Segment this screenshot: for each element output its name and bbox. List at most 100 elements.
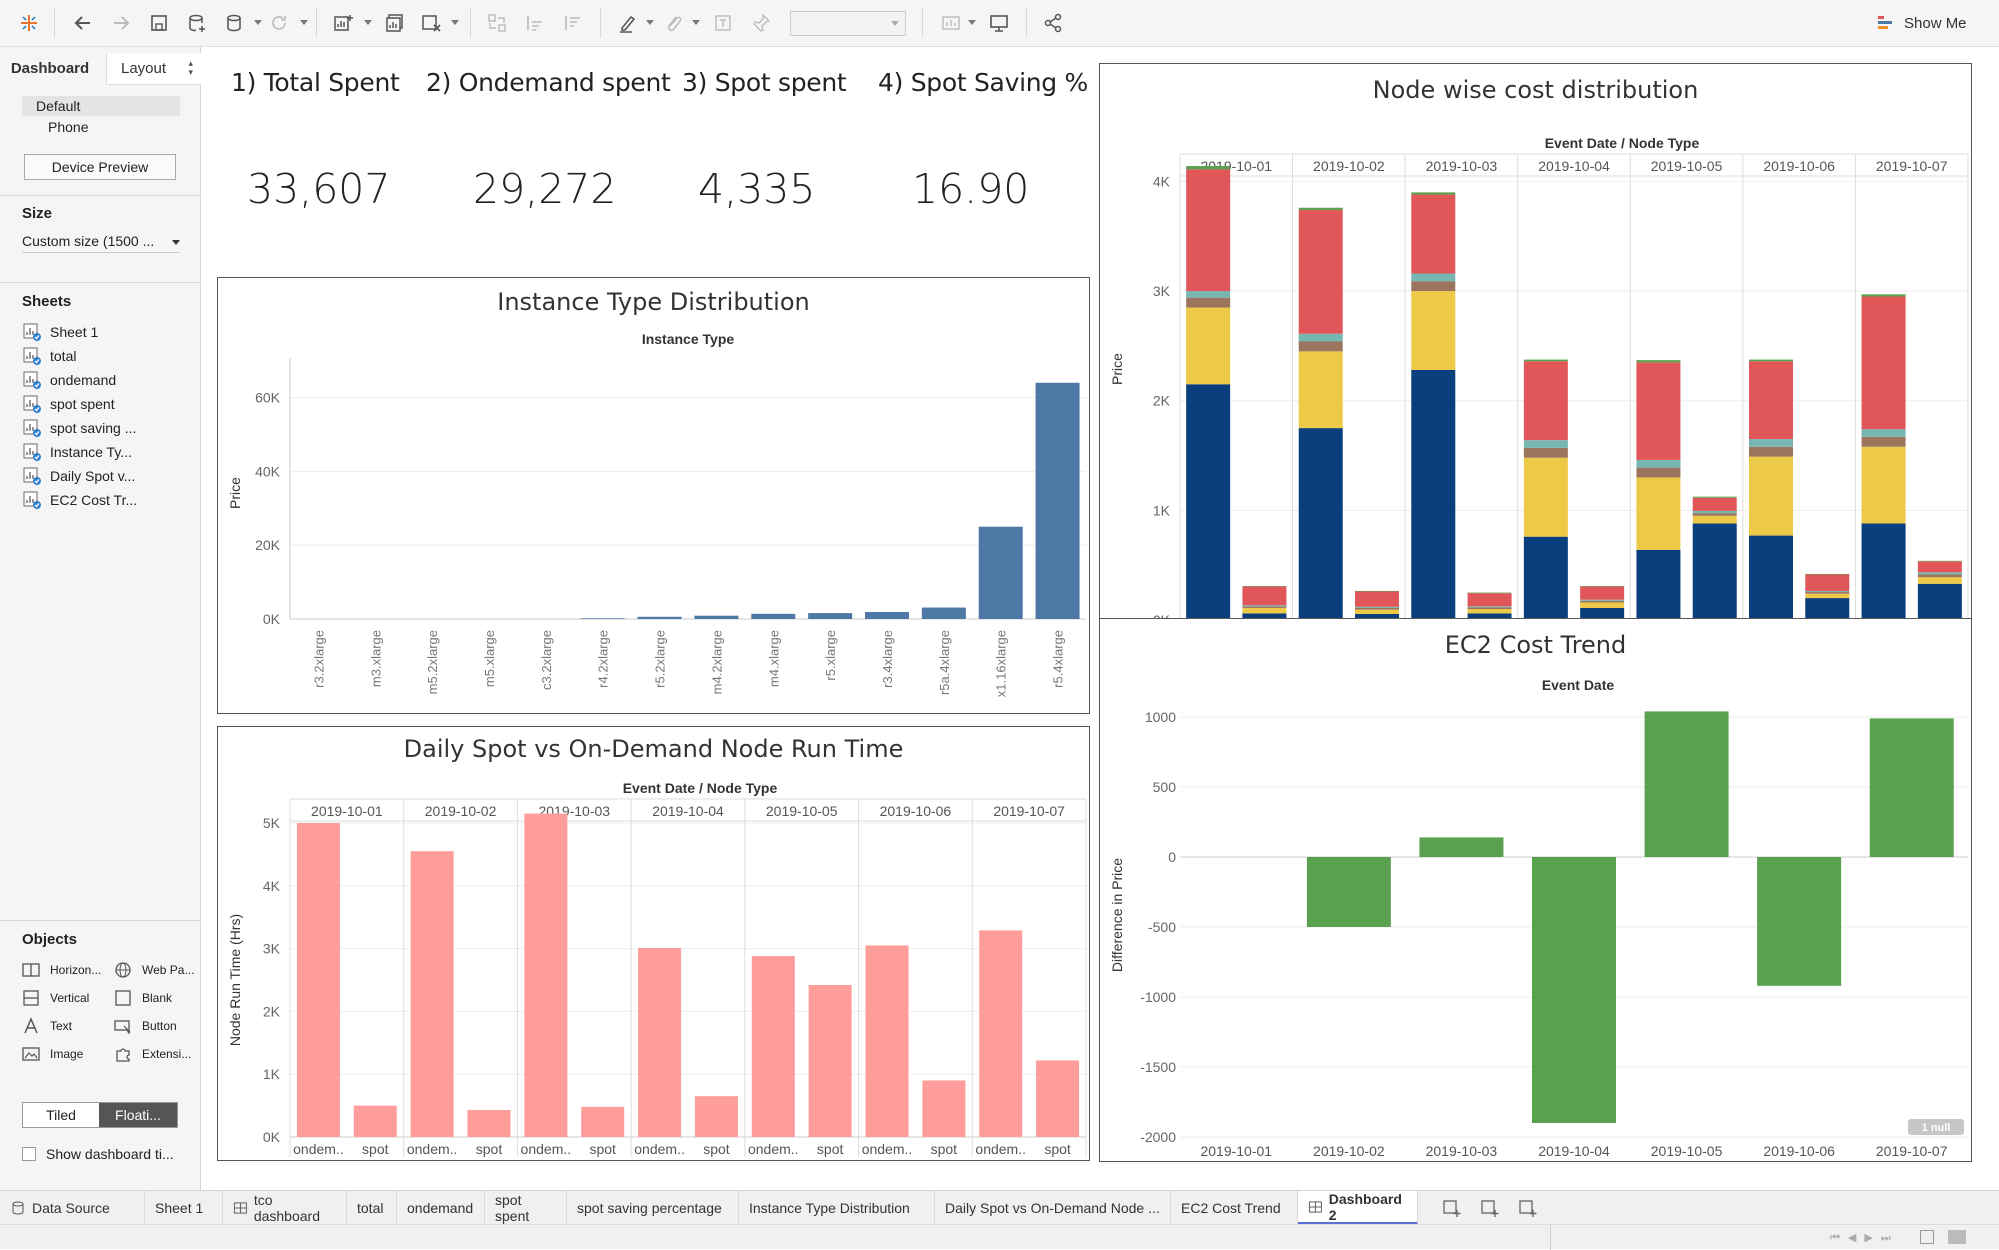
null-indicator-label[interactable]: 1 null xyxy=(1922,1122,1951,1134)
new-worksheet-tab-icon[interactable] xyxy=(1442,1198,1462,1218)
clear-sheet-icon[interactable] xyxy=(418,10,444,36)
object-item-label: Text xyxy=(50,1019,73,1033)
pin-icon[interactable] xyxy=(748,10,774,36)
swap-icon[interactable] xyxy=(484,10,510,36)
bar-segment xyxy=(1636,477,1681,550)
bar-segment xyxy=(1186,291,1231,298)
show-title-checkbox[interactable] xyxy=(22,1147,36,1161)
sheet-tab[interactable]: total xyxy=(347,1191,397,1225)
kpi-title-total: 1) Total Spent xyxy=(231,68,400,97)
sheet-item[interactable]: total xyxy=(22,345,76,367)
object-item[interactable]: Text xyxy=(22,1016,72,1036)
column-header: Event Date xyxy=(1542,677,1615,693)
x-tick-label: r3.2xlarge xyxy=(311,630,326,688)
sheet-item[interactable]: Sheet 1 xyxy=(22,321,98,343)
sheet-tab[interactable]: spot spent xyxy=(485,1191,567,1225)
presentation-icon[interactable] xyxy=(986,10,1012,36)
sheet-item[interactable]: ondemand xyxy=(22,369,116,391)
tab-layout-wrap[interactable]: Layout ▴ ▾ xyxy=(106,53,201,85)
tab-layout[interactable]: Layout xyxy=(121,60,167,77)
bar-segment xyxy=(1242,606,1287,608)
forward-icon[interactable] xyxy=(108,10,134,36)
sort-descending-icon[interactable] xyxy=(560,10,586,36)
bar-segment xyxy=(1805,574,1850,591)
tableau-logo-icon[interactable] xyxy=(16,10,42,36)
instance-type-panel[interactable]: Instance Type Distribution Instance Type… xyxy=(217,277,1090,714)
refresh-icon[interactable] xyxy=(266,10,292,36)
sheet-tab[interactable]: Data Source xyxy=(0,1191,145,1225)
bar-segment xyxy=(1749,446,1793,457)
tab-dashboard[interactable]: Dashboard xyxy=(0,53,100,85)
sheet-nav-icons[interactable]: ⏮◀▶⏭ xyxy=(1830,1232,1899,1244)
object-item[interactable]: Horizon... xyxy=(22,960,101,980)
device-default[interactable]: Default xyxy=(22,96,180,116)
sheet-tab[interactable]: EC2 Cost Trend xyxy=(1171,1191,1298,1225)
filmstrip-icon[interactable] xyxy=(1948,1230,1966,1244)
sheet-tab[interactable]: Dashboard 2 xyxy=(1298,1191,1418,1225)
x-tick-label: 2019-10-07 xyxy=(1876,1143,1948,1159)
size-dropdown[interactable]: Custom size (1500 ... xyxy=(22,233,180,253)
object-item[interactable]: Button xyxy=(114,1016,177,1036)
duplicate-sheet-icon[interactable] xyxy=(382,10,408,36)
bar-segment xyxy=(1580,602,1625,608)
save-icon[interactable] xyxy=(146,10,172,36)
bar-segment xyxy=(1242,586,1287,606)
new-datasource-icon[interactable] xyxy=(184,10,210,36)
object-item[interactable]: Web Pa... xyxy=(114,960,194,980)
device-preview-button[interactable]: Device Preview xyxy=(24,154,176,180)
sheet-tab[interactable]: spot saving percentage xyxy=(567,1191,739,1225)
pause-updates-icon[interactable] xyxy=(222,10,248,36)
sheet-tab[interactable]: Instance Type Distribution xyxy=(739,1191,935,1225)
group-icon[interactable] xyxy=(660,10,686,36)
label-icon[interactable] xyxy=(710,10,736,36)
show-me-button[interactable]: Show Me xyxy=(1878,12,1967,34)
sheet-item[interactable]: EC2 Cost Tr... xyxy=(22,489,137,511)
size-dropdown-value: Custom size (1500 ... xyxy=(22,233,155,249)
bar-segment xyxy=(1298,341,1343,352)
back-icon[interactable] xyxy=(70,10,96,36)
sheet-tab[interactable]: tco dashboard xyxy=(223,1191,347,1225)
ec2-trend-panel[interactable]: EC2 Cost Trend Event Date -2000 -1500 -1000… xyxy=(1099,618,1972,1162)
sheet-item[interactable]: Daily Spot v... xyxy=(22,465,135,487)
x-tick-label: 2019-10-01 xyxy=(1200,1143,1272,1159)
daily-runtime-panel[interactable]: Daily Spot vs On-Demand Node Run Time Ev… xyxy=(217,726,1090,1161)
sheet-item[interactable]: spot spent xyxy=(22,393,115,415)
sort-ascending-icon[interactable] xyxy=(522,10,548,36)
node-cost-panel[interactable]: Node wise cost distribution Event Date /… xyxy=(1099,63,1972,654)
fit-icon[interactable] xyxy=(938,10,964,36)
object-item[interactable]: Image xyxy=(22,1044,83,1064)
bar-segment xyxy=(1805,592,1850,594)
bar-segment xyxy=(1467,606,1512,608)
sheet-item[interactable]: spot saving ... xyxy=(22,417,136,439)
new-story-tab-icon[interactable] xyxy=(1518,1198,1538,1218)
highlight-icon[interactable] xyxy=(614,10,640,36)
y-tick-label: 3K xyxy=(1153,283,1171,299)
kpi-title-ondemand: 2) Ondemand spent xyxy=(426,68,671,97)
show-title-row[interactable]: Show dashboard ti... xyxy=(22,1146,174,1162)
object-item[interactable]: Blank xyxy=(114,988,172,1008)
vertical-icon xyxy=(23,990,39,1006)
sheet-tab[interactable]: Sheet 1 xyxy=(145,1191,223,1225)
bar xyxy=(751,613,796,619)
device-phone[interactable]: Phone xyxy=(48,119,89,135)
group-header: 2019-10-04 xyxy=(1538,158,1610,174)
sheet-tab[interactable]: ondemand xyxy=(397,1191,485,1225)
x-tick-label: spot xyxy=(703,1141,730,1157)
x-tick-label: 2019-10-06 xyxy=(1763,1143,1835,1159)
bar-segment xyxy=(1467,593,1512,607)
sheet-item[interactable]: Instance Ty... xyxy=(22,441,132,463)
grid-view-icon[interactable] xyxy=(1920,1230,1934,1244)
object-item[interactable]: Vertical xyxy=(22,988,89,1008)
x-tick-label: spot xyxy=(362,1141,389,1157)
new-worksheet-icon[interactable] xyxy=(330,10,356,36)
new-dashboard-tab-icon[interactable] xyxy=(1480,1198,1500,1218)
worksheet-icon xyxy=(23,347,41,365)
bar-segment xyxy=(1636,459,1681,468)
fit-dropdown[interactable] xyxy=(790,11,906,36)
object-item[interactable]: Extensi... xyxy=(114,1044,191,1064)
floating-button[interactable]: Floati... xyxy=(99,1103,177,1127)
share-icon[interactable] xyxy=(1040,10,1066,36)
object-item-label: Vertical xyxy=(50,991,90,1005)
sheet-tab[interactable]: Daily Spot vs On-Demand Node ... xyxy=(935,1191,1171,1225)
tiled-button[interactable]: Tiled xyxy=(23,1103,99,1127)
